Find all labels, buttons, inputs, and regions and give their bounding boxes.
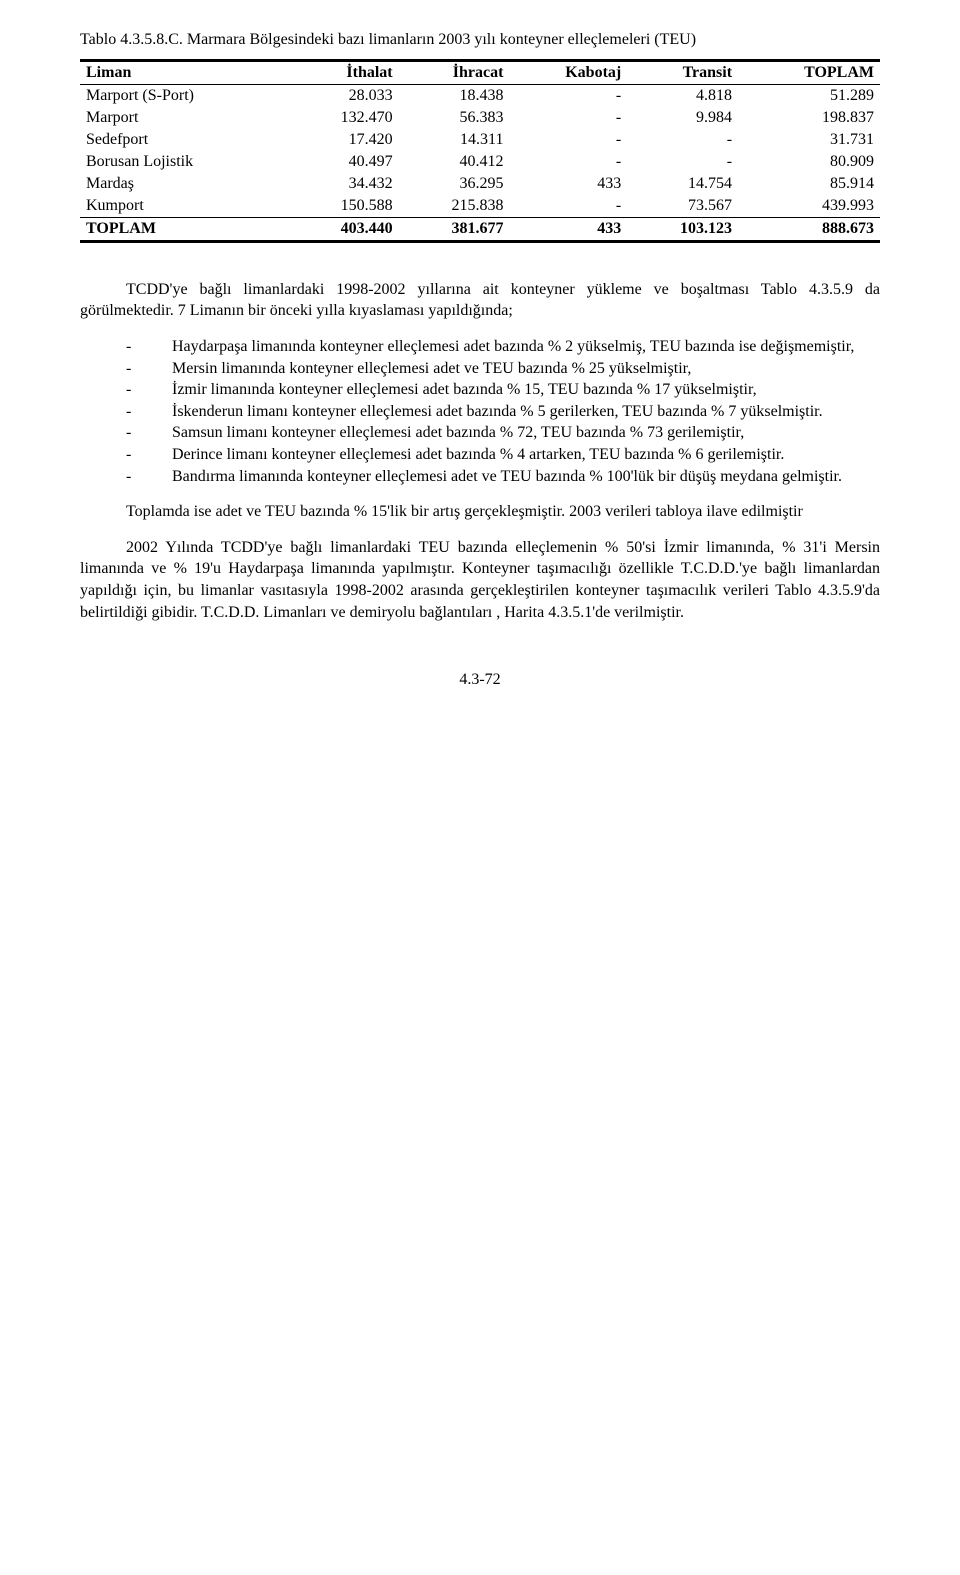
total-cell: 381.677 bbox=[399, 217, 510, 241]
table-row: Sedefport 17.420 14.311 - - 31.731 bbox=[80, 129, 880, 151]
dash-icon: - bbox=[80, 401, 172, 423]
cell: 40.497 bbox=[288, 151, 399, 173]
bullet-text: İskenderun limanı konteyner elleçlemesi … bbox=[172, 401, 880, 423]
dash-icon: - bbox=[80, 358, 172, 380]
cell: 51.289 bbox=[738, 84, 880, 107]
cell: - bbox=[509, 129, 627, 151]
list-item: - İzmir limanında konteyner elleçlemesi … bbox=[80, 379, 880, 401]
col-ithalat: İthalat bbox=[288, 60, 399, 84]
cell: 439.993 bbox=[738, 195, 880, 218]
dash-icon: - bbox=[80, 466, 172, 488]
cell: 85.914 bbox=[738, 173, 880, 195]
bullet-text: Bandırma limanında konteyner elleçlemesi… bbox=[172, 466, 880, 488]
col-ihracat: İhracat bbox=[399, 60, 510, 84]
dash-icon: - bbox=[80, 336, 172, 358]
cell: 73.567 bbox=[627, 195, 738, 218]
caption-prefix: Tablo 4.3.5.8.C. bbox=[80, 31, 183, 48]
cell: 9.984 bbox=[627, 107, 738, 129]
col-kabotaj: Kabotaj bbox=[509, 60, 627, 84]
list-item: - Derince limanı konteyner elleçlemesi a… bbox=[80, 444, 880, 466]
total-cell: 103.123 bbox=[627, 217, 738, 241]
list-item: - Samsun limanı konteyner elleçlemesi ad… bbox=[80, 422, 880, 444]
cell: 34.432 bbox=[288, 173, 399, 195]
cell: Sedefport bbox=[80, 129, 288, 151]
table-row: Marport (S-Port) 28.033 18.438 - 4.818 5… bbox=[80, 84, 880, 107]
total-label: TOPLAM bbox=[80, 217, 288, 241]
cell: 215.838 bbox=[399, 195, 510, 218]
col-liman: Liman bbox=[80, 60, 288, 84]
page: Tablo 4.3.5.8.C. Marmara Bölgesindeki ba… bbox=[0, 0, 960, 719]
cell: 433 bbox=[509, 173, 627, 195]
bullet-text: Haydarpaşa limanında konteyner elleçleme… bbox=[172, 336, 880, 358]
cell: 40.412 bbox=[399, 151, 510, 173]
table-row: Borusan Lojistik 40.497 40.412 - - 80.90… bbox=[80, 151, 880, 173]
cell: 198.837 bbox=[738, 107, 880, 129]
cell: 14.754 bbox=[627, 173, 738, 195]
total-cell: 433 bbox=[509, 217, 627, 241]
cell: - bbox=[509, 195, 627, 218]
cell: 36.295 bbox=[399, 173, 510, 195]
dash-icon: - bbox=[80, 422, 172, 444]
cell: 132.470 bbox=[288, 107, 399, 129]
cell: - bbox=[509, 107, 627, 129]
paragraph-intro: TCDD'ye bağlı limanlardaki 1998-2002 yıl… bbox=[80, 279, 880, 322]
table-header-row: Liman İthalat İhracat Kabotaj Transit TO… bbox=[80, 60, 880, 84]
dash-icon: - bbox=[80, 444, 172, 466]
page-number: 4.3-72 bbox=[80, 671, 880, 689]
bullet-text: Derince limanı konteyner elleçlemesi ade… bbox=[172, 444, 880, 466]
bullet-list: - Haydarpaşa limanında konteyner elleçle… bbox=[80, 336, 880, 487]
cell: 28.033 bbox=[288, 84, 399, 107]
cell: 14.311 bbox=[399, 129, 510, 151]
cell: - bbox=[509, 84, 627, 107]
cell: - bbox=[627, 151, 738, 173]
paragraph-summary: Toplamda ise adet ve TEU bazında % 15'li… bbox=[80, 501, 880, 523]
total-cell: 888.673 bbox=[738, 217, 880, 241]
list-item: - Mersin limanında konteyner elleçlemesi… bbox=[80, 358, 880, 380]
total-cell: 403.440 bbox=[288, 217, 399, 241]
cell: 56.383 bbox=[399, 107, 510, 129]
cell: 80.909 bbox=[738, 151, 880, 173]
table-row: Mardaş 34.432 36.295 433 14.754 85.914 bbox=[80, 173, 880, 195]
dash-icon: - bbox=[80, 379, 172, 401]
list-item: - İskenderun limanı konteyner elleçlemes… bbox=[80, 401, 880, 423]
table-total-row: TOPLAM 403.440 381.677 433 103.123 888.6… bbox=[80, 217, 880, 241]
cell: 4.818 bbox=[627, 84, 738, 107]
cell: Mardaş bbox=[80, 173, 288, 195]
list-item: - Haydarpaşa limanında konteyner elleçle… bbox=[80, 336, 880, 358]
cell: 18.438 bbox=[399, 84, 510, 107]
col-transit: Transit bbox=[627, 60, 738, 84]
bullet-text: Mersin limanında konteyner elleçlemesi a… bbox=[172, 358, 880, 380]
cell: Marport bbox=[80, 107, 288, 129]
cell: - bbox=[627, 129, 738, 151]
bullet-text: İzmir limanında konteyner elleçlemesi ad… bbox=[172, 379, 880, 401]
table-caption: Tablo 4.3.5.8.C. Marmara Bölgesindeki ba… bbox=[80, 30, 880, 51]
caption-text: Marmara Bölgesindeki bazı limanların 200… bbox=[187, 31, 696, 48]
table-row: Kumport 150.588 215.838 - 73.567 439.993 bbox=[80, 195, 880, 218]
col-toplam: TOPLAM bbox=[738, 60, 880, 84]
cell: 17.420 bbox=[288, 129, 399, 151]
cell: Borusan Lojistik bbox=[80, 151, 288, 173]
cell: Kumport bbox=[80, 195, 288, 218]
cell: Marport (S-Port) bbox=[80, 84, 288, 107]
cell: 150.588 bbox=[288, 195, 399, 218]
cell: - bbox=[509, 151, 627, 173]
bullet-text: Samsun limanı konteyner elleçlemesi adet… bbox=[172, 422, 880, 444]
cell: 31.731 bbox=[738, 129, 880, 151]
paragraph-detail: 2002 Yılında TCDD'ye bağlı limanlardaki … bbox=[80, 537, 880, 623]
list-item: - Bandırma limanında konteyner elleçleme… bbox=[80, 466, 880, 488]
table-row: Marport 132.470 56.383 - 9.984 198.837 bbox=[80, 107, 880, 129]
data-table: Liman İthalat İhracat Kabotaj Transit TO… bbox=[80, 59, 880, 243]
